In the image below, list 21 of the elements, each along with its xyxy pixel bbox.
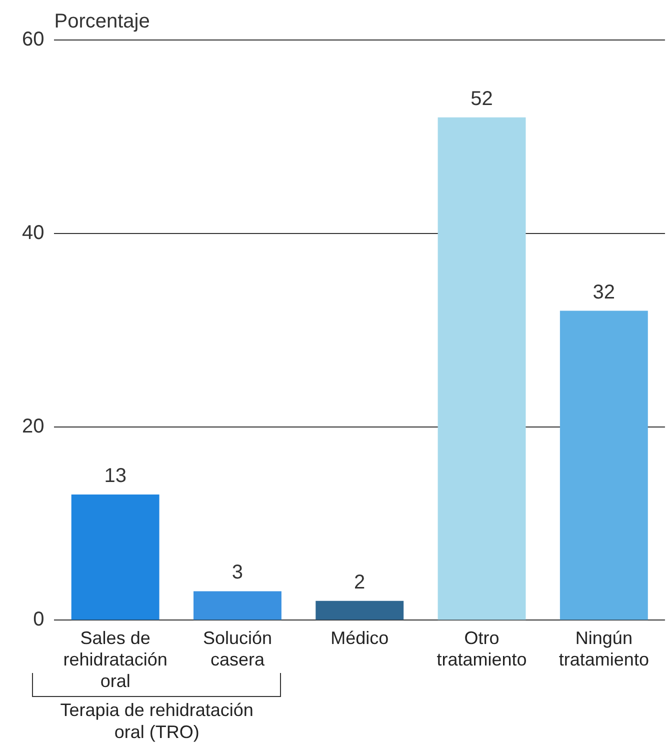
bar bbox=[560, 310, 648, 620]
x-tick-label: Médico bbox=[330, 628, 389, 648]
data-label: 3 bbox=[232, 562, 244, 584]
y-tick-label: 60 bbox=[22, 28, 44, 51]
bar bbox=[438, 117, 526, 620]
data-label: 2 bbox=[354, 571, 366, 594]
y-tick-label: 40 bbox=[22, 222, 44, 244]
data-label: 32 bbox=[592, 281, 616, 304]
y-tick-label: 20 bbox=[22, 415, 44, 438]
x-tick-label: Solución casera bbox=[202, 628, 272, 670]
y-tick-label: 0 bbox=[33, 608, 44, 631]
bar bbox=[194, 591, 282, 620]
text: Terapia de rehidratación oral (TRO) bbox=[60, 700, 254, 742]
bar bbox=[71, 494, 160, 620]
x-tick-label: Ningún tratamiento bbox=[558, 628, 649, 670]
x-tick-label: Sales de rehidratación oral bbox=[63, 628, 168, 692]
bar bbox=[316, 600, 404, 620]
x-tick-label: Otro tratamiento bbox=[436, 628, 527, 670]
data-label: 13 bbox=[104, 465, 126, 488]
data-label: 52 bbox=[470, 88, 493, 110]
y-axis-title: Porcentaje bbox=[54, 10, 150, 33]
